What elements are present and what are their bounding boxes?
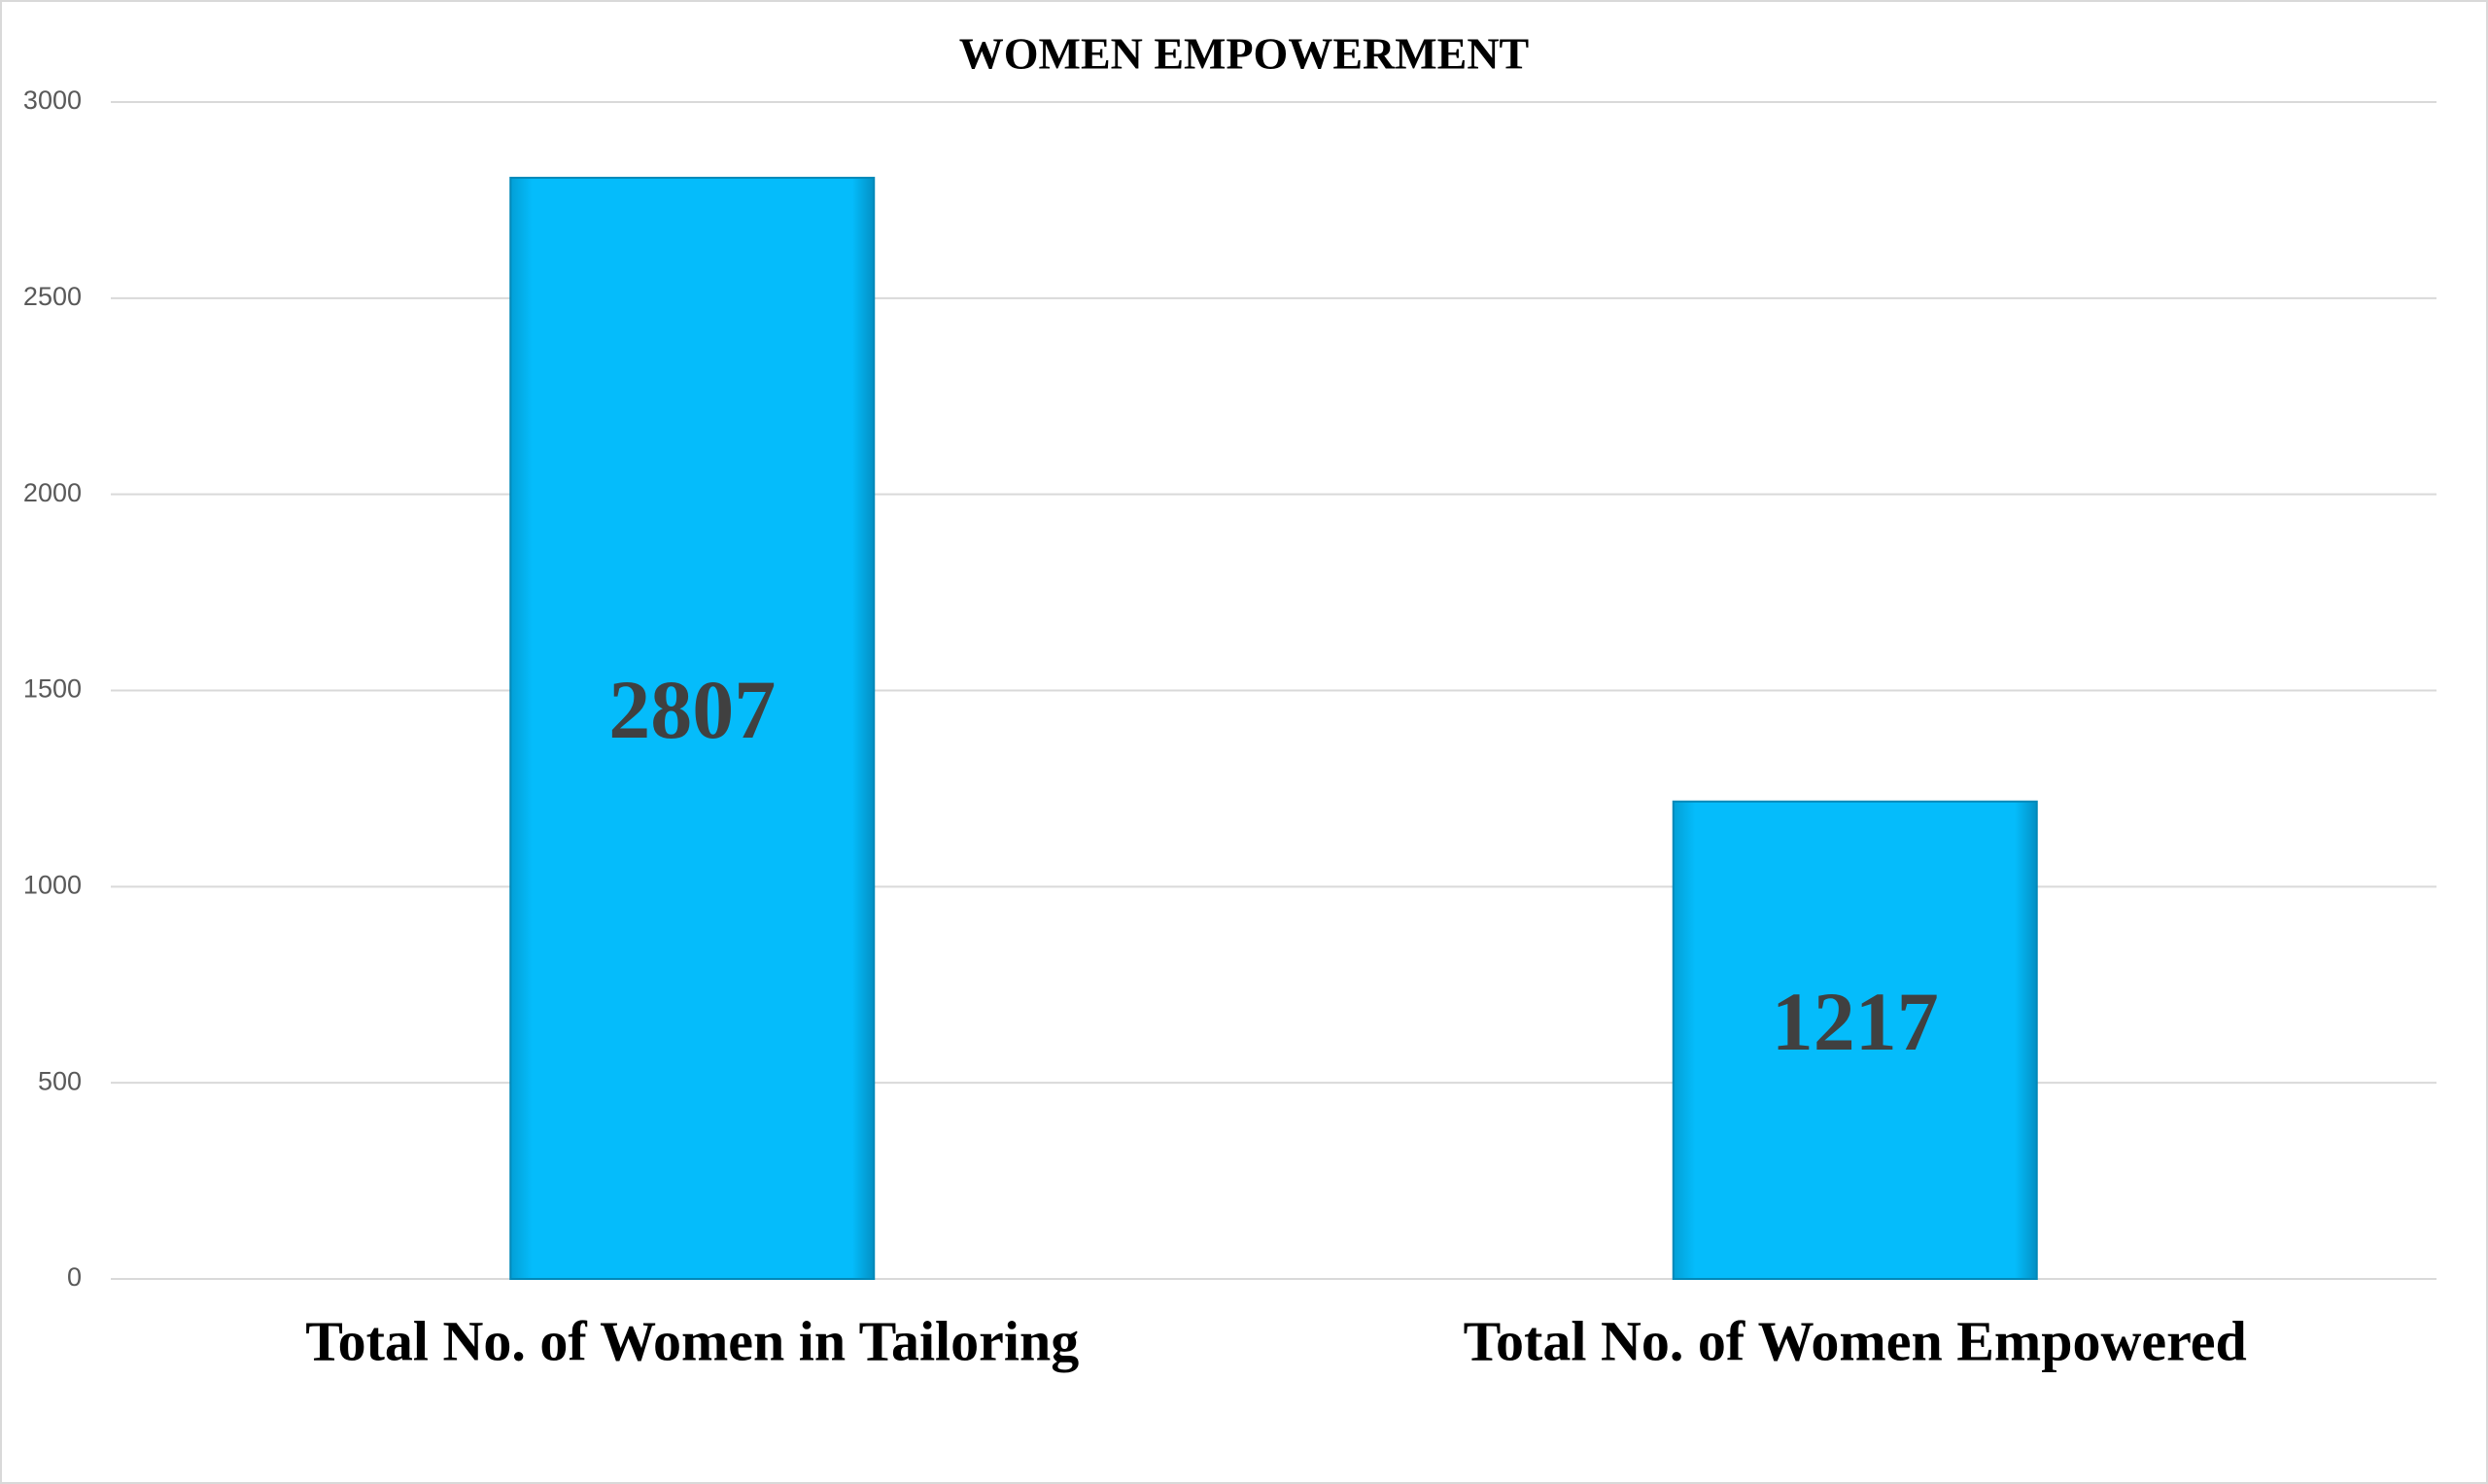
chart-title: WOMEN EMPOWERMENT xyxy=(959,29,1529,79)
y-tick-label: 500 xyxy=(38,1066,82,1095)
x-tick-label: Total No. of Women Empowered xyxy=(1464,1309,2247,1372)
y-tick-label: 3000 xyxy=(23,86,82,115)
value-label: 1217 xyxy=(1772,975,1939,1068)
value-label: 2807 xyxy=(608,663,776,756)
bar xyxy=(509,176,876,1280)
y-tick-label: 1000 xyxy=(23,870,82,899)
y-tick-label: 0 xyxy=(67,1262,82,1292)
bar xyxy=(1672,800,2038,1280)
y-tick-label: 1500 xyxy=(23,674,82,704)
y-tick-label: 2500 xyxy=(23,282,82,311)
y-tick-label: 2000 xyxy=(23,478,82,507)
x-tick-label: Total No. of Women in Tailoring xyxy=(305,1309,1079,1372)
